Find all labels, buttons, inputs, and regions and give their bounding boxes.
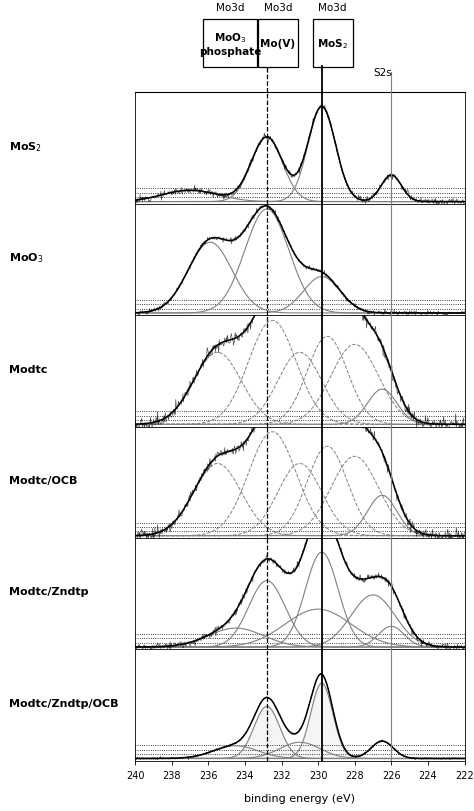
Text: Mo3d: Mo3d — [264, 2, 292, 13]
Text: Mo3d: Mo3d — [216, 2, 245, 13]
Text: Modtc/Zndtp: Modtc/Zndtp — [9, 586, 89, 597]
Text: Mo3d: Mo3d — [319, 2, 347, 13]
Text: MoO$_3$
phosphate: MoO$_3$ phosphate — [199, 31, 262, 57]
FancyBboxPatch shape — [258, 19, 298, 68]
FancyBboxPatch shape — [203, 19, 257, 68]
Text: Modtc/OCB: Modtc/OCB — [9, 475, 78, 485]
Text: binding energy (eV): binding energy (eV) — [244, 793, 356, 803]
Text: Modtc/Zndtp/OCB: Modtc/Zndtp/OCB — [9, 698, 119, 708]
Text: MoO$_3$: MoO$_3$ — [9, 251, 44, 265]
Text: Modtc: Modtc — [9, 364, 48, 374]
FancyBboxPatch shape — [313, 19, 353, 68]
Text: MoS$_2$: MoS$_2$ — [317, 37, 348, 51]
Text: Mo(V): Mo(V) — [260, 39, 295, 49]
Text: S2s: S2s — [373, 68, 392, 78]
Text: MoS$_2$: MoS$_2$ — [9, 139, 43, 153]
